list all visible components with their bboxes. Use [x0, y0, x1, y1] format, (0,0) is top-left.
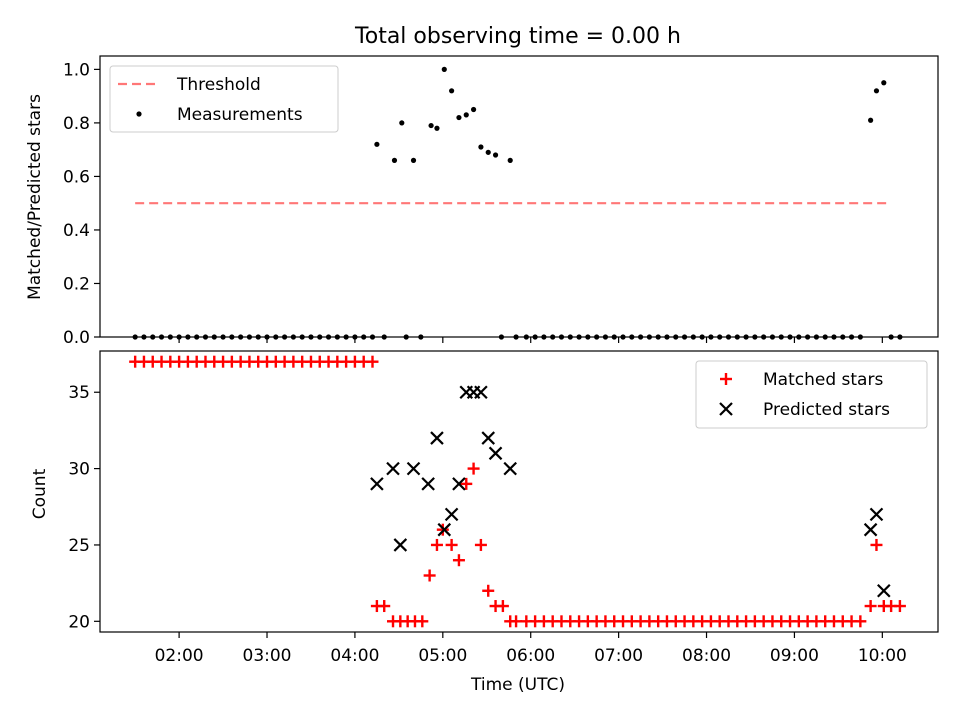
matched-star-marker	[378, 600, 391, 613]
legend-measurements-swatch	[136, 111, 142, 117]
measurement-point	[868, 117, 874, 123]
predicted-star-marker	[393, 538, 408, 552]
predicted-star-marker	[869, 507, 884, 522]
predicted-star-marker	[452, 477, 466, 491]
matched-star-marker	[854, 615, 867, 628]
bottom-x-tick-label: 02:00	[155, 646, 204, 666]
legend-predicted-swatch	[719, 402, 733, 416]
measurement-point	[410, 157, 417, 163]
bottom-y-tick-label: 30	[68, 460, 90, 480]
bottom-x-tick-label: 04:00	[330, 646, 379, 666]
measurement-point	[873, 88, 880, 94]
bottom-y-tick-label: 20	[68, 612, 90, 632]
matched-star-marker	[474, 538, 487, 551]
top-legend: Threshold Measurements	[109, 65, 339, 133]
predicted-star-marker	[406, 461, 421, 476]
top-y-tick-label: 0.4	[63, 221, 90, 241]
bottom-x-tick-label: 06:00	[506, 646, 555, 666]
top-axes-ticks: 0.0 0.2 0.4 0.6 0.8 1.0	[63, 60, 883, 348]
legend-matched-marker	[720, 373, 732, 385]
matched-star-marker	[423, 569, 436, 582]
bottom-y-axis-label: Count	[30, 468, 50, 519]
matched-star-marker	[496, 600, 509, 613]
measurement-point	[478, 144, 484, 150]
measurement-point	[434, 125, 440, 131]
measurement-point	[507, 157, 513, 163]
top-axes-frame	[99, 55, 939, 338]
bottom-axes-ticks: 20 25 30 35 02:00 03:00 04:00 05:00 06:00 07:00 08…	[68, 383, 906, 666]
measurement-point	[441, 66, 447, 72]
bottom-legend: Matched stars Predicted stars	[695, 360, 928, 429]
bottom-x-tick-label: 09:00	[770, 646, 819, 666]
x-axis-label: Time (UTC)	[470, 675, 565, 695]
measurement-point	[485, 149, 491, 155]
predicted-stars-markers	[370, 385, 891, 598]
measurement-point	[456, 114, 462, 121]
predicted-star-marker	[386, 461, 400, 476]
measurement-point	[428, 122, 434, 129]
legend-matched-label: Matched stars	[763, 370, 883, 390]
top-y-tick-label: 0.6	[63, 167, 90, 187]
matched-star-marker	[864, 600, 877, 613]
bottom-x-tick-label: 05:00	[418, 646, 467, 666]
predicted-star-marker	[444, 507, 459, 522]
matched-star-marker	[870, 538, 883, 551]
bottom-x-tick-label: 07:00	[594, 646, 643, 666]
matched-stars-markers	[129, 355, 906, 628]
top-y-tick-label: 0.8	[63, 114, 90, 134]
predicted-star-marker	[481, 431, 496, 445]
predicted-star-marker	[474, 385, 488, 400]
figure-title: Total observing time = 0.00 h	[354, 24, 681, 49]
predicted-star-marker	[421, 477, 435, 491]
predicted-star-marker	[437, 522, 452, 537]
matched-star-marker	[467, 462, 480, 475]
predicted-star-marker	[370, 477, 384, 491]
measurement-point	[449, 88, 455, 94]
legend-measurements-label: Measurements	[177, 105, 303, 125]
measurement-point	[463, 112, 469, 118]
measurement-point	[391, 157, 398, 163]
bottom-legend-box	[695, 360, 928, 429]
top-legend-box	[109, 65, 339, 133]
matched-star-marker	[430, 538, 443, 551]
predicted-star-marker	[503, 461, 517, 476]
measurement-point	[492, 152, 499, 158]
bottom-x-tick-label: 03:00	[243, 646, 292, 666]
matched-star-marker	[893, 600, 906, 613]
measurement-point	[470, 106, 477, 113]
predicted-star-marker	[488, 446, 503, 461]
measurement-point	[881, 80, 887, 86]
matched-star-marker	[504, 615, 517, 628]
bottom-x-tick-label: 10:00	[858, 646, 907, 666]
matched-star-marker	[460, 477, 473, 490]
measurement-points	[132, 66, 903, 340]
matched-star-marker	[482, 584, 495, 597]
bottom-x-tick-label: 08:00	[682, 646, 731, 666]
top-y-tick-label: 0.2	[63, 274, 90, 294]
bottom-panel: 20 25 30 35 02:00 03:00 04:00 05:00 06:00 07:00 08…	[30, 350, 939, 695]
matched-star-marker	[452, 554, 465, 567]
legend-predicted-marker	[719, 402, 733, 416]
predicted-star-marker	[863, 522, 878, 537]
top-y-tick-label: 0.0	[63, 328, 90, 348]
top-y-tick-label: 1.0	[63, 60, 90, 80]
predicted-star-marker	[430, 431, 444, 445]
measurement-point	[374, 141, 380, 147]
top-panel: 0.0 0.2 0.4 0.6 0.8 1.0 Matched/Predicted sta…	[25, 55, 939, 348]
matched-star-marker	[366, 355, 379, 368]
legend-threshold-label: Threshold	[176, 75, 261, 95]
legend-matched-swatch	[720, 373, 732, 385]
matched-star-marker	[416, 615, 429, 628]
measurement-point	[399, 120, 405, 126]
legend-predicted-label: Predicted stars	[763, 400, 890, 420]
bottom-axes-frame	[99, 350, 939, 633]
bottom-y-tick-label: 35	[68, 383, 90, 403]
bottom-y-tick-label: 25	[68, 536, 90, 556]
matched-star-marker	[445, 538, 458, 551]
top-y-axis-label: Matched/Predicted stars	[25, 94, 45, 300]
predicted-star-marker	[877, 583, 891, 598]
